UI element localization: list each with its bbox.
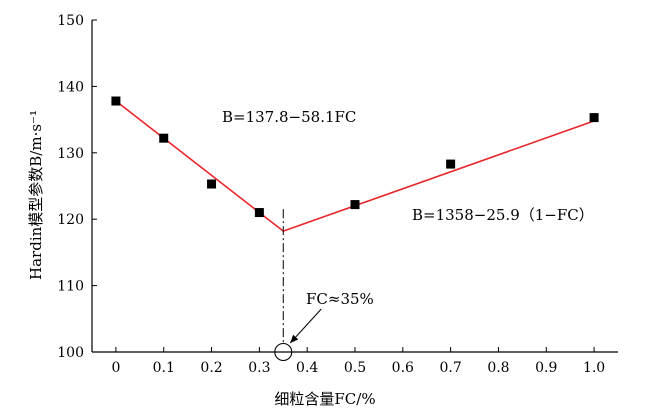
x-tick-label: 0.2 (200, 360, 222, 376)
x-tick-label: 0.9 (535, 360, 557, 376)
data-point (159, 133, 169, 143)
x-tick-label: 0.7 (440, 360, 462, 376)
fc-annotation: FC≈35% (306, 290, 374, 308)
y-tick-label: 130 (57, 146, 84, 162)
data-point (111, 96, 121, 106)
y-tick-label: 140 (57, 79, 84, 95)
fit-lines (115, 100, 595, 362)
fit-equation-left: B=137.8−58.1FC (222, 108, 356, 126)
y-tick-label: 120 (57, 212, 84, 228)
fit-equation-right: B=1358−25.9（1−FC） (412, 206, 594, 224)
y-axis-label: Hardin模型参数B/m·s⁻¹ (27, 110, 45, 280)
threshold-circle (274, 342, 293, 362)
fit-line (283, 120, 595, 232)
data-point (207, 179, 217, 189)
x-tick-label: 0.3 (248, 360, 270, 376)
data-points (111, 96, 599, 218)
ticks: 0 0.1 0.2 0.3 0.4 0.5 0.6 0.7 0.8 0.9 1.0 100 110 120… (57, 13, 605, 376)
data-point (254, 208, 264, 218)
y-tick-label: 110 (57, 279, 84, 295)
data-point (446, 159, 456, 169)
data-point (350, 200, 360, 210)
x-axis-label: 细粒含量FC/% (274, 390, 375, 408)
x-tick-label: 0.8 (487, 360, 509, 376)
data-point (589, 113, 599, 123)
x-tick-label: 0.6 (392, 360, 414, 376)
x-tick-label: 1.0 (583, 360, 605, 376)
x-tick-label: 0 (111, 360, 120, 376)
x-tick-label: 0.5 (344, 360, 366, 376)
x-tick-label: 0.4 (296, 360, 318, 376)
y-tick-label: 100 (57, 345, 84, 361)
annotation-arrow-head (290, 334, 299, 343)
x-tick-label: 0.1 (153, 360, 175, 376)
y-tick-label: 150 (57, 13, 84, 29)
